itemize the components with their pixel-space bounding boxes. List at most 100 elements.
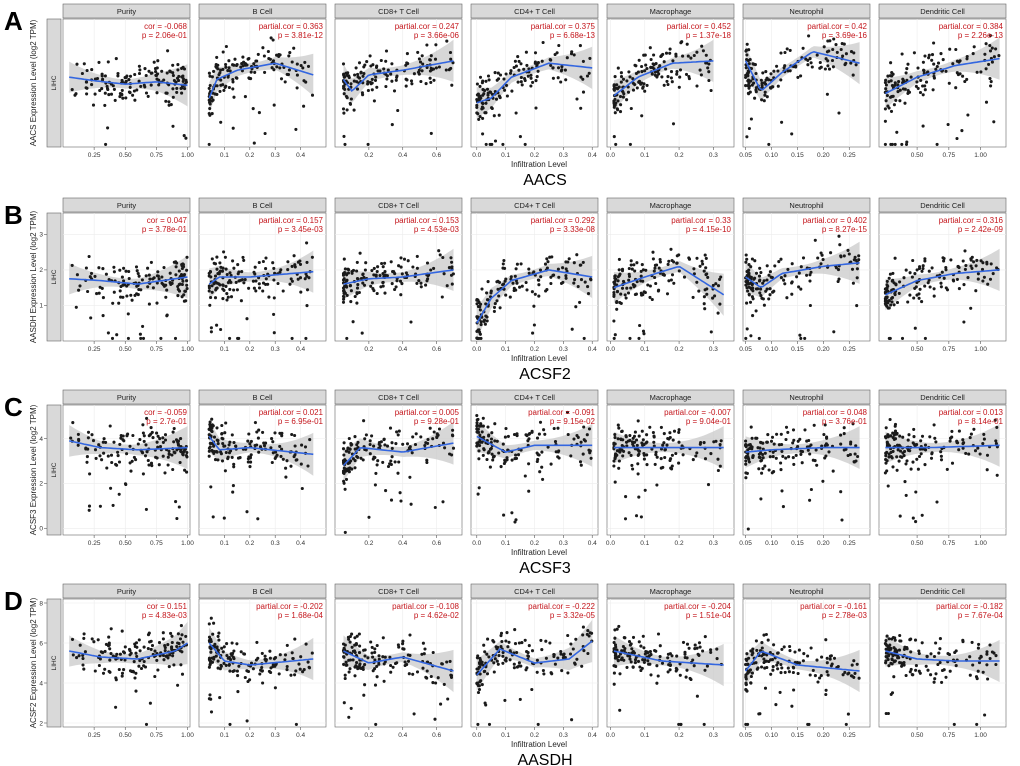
data-point [581, 77, 585, 81]
data-point [933, 436, 937, 440]
data-point [130, 298, 134, 302]
data-point [342, 453, 346, 457]
data-point [640, 441, 644, 445]
data-point [301, 66, 305, 70]
data-point [661, 52, 665, 56]
facet-title: CD4+ T Cell [514, 7, 555, 16]
data-point [799, 74, 803, 78]
data-point [307, 666, 312, 670]
data-point [416, 50, 420, 54]
data-point [71, 421, 75, 425]
data-point [81, 656, 85, 661]
data-point [976, 646, 980, 650]
data-point [954, 47, 958, 52]
data-point [681, 54, 685, 58]
data-point [821, 479, 825, 483]
data-point [479, 422, 483, 426]
data-point [588, 56, 592, 60]
data-point [638, 323, 642, 328]
data-point [450, 282, 454, 286]
data-point [294, 458, 298, 462]
data-point [211, 632, 215, 636]
data-point [349, 706, 353, 710]
data-point [908, 271, 912, 275]
data-point [759, 441, 763, 445]
data-point [475, 427, 479, 431]
data-point [780, 120, 784, 124]
data-point [839, 442, 843, 446]
data-point [492, 670, 496, 674]
data-point [678, 75, 682, 79]
data-point [982, 437, 986, 441]
data-point [232, 95, 236, 99]
data-point [391, 665, 395, 669]
data-point [704, 256, 708, 260]
y-axis-title: ACSF2 Expression Level (log2 TPM) [29, 597, 38, 728]
data-point [270, 460, 274, 465]
y-tick-label: 6 [39, 640, 43, 647]
data-point [957, 60, 961, 64]
data-point [510, 89, 514, 93]
data-point [612, 682, 616, 686]
data-point [941, 256, 945, 260]
x-tick-label: 0.2 [530, 732, 539, 739]
data-point [352, 108, 356, 112]
data-point [902, 661, 906, 665]
facet-strip [470, 197, 599, 213]
data-point [616, 108, 620, 112]
data-point [760, 665, 764, 669]
data-point [705, 272, 709, 276]
data-point [668, 652, 672, 656]
data-point [796, 671, 800, 676]
data-point [982, 432, 986, 436]
data-point [478, 680, 482, 684]
panel-b: B AASDH Expression Level (log2 TPM) 123LIH… [4, 197, 1007, 383]
data-point [890, 691, 895, 695]
data-point [908, 670, 912, 674]
data-point [396, 643, 400, 647]
data-point [904, 493, 908, 497]
data-point [476, 722, 480, 726]
data-point [115, 333, 119, 337]
data-point [842, 432, 846, 436]
data-point [976, 272, 980, 276]
data-point [884, 287, 888, 291]
facet-title: Macrophage [650, 201, 692, 210]
data-point [612, 280, 616, 284]
data-point [481, 102, 485, 106]
data-point [497, 113, 501, 117]
data-point [221, 441, 225, 446]
correlation-label: partial.cor = 0.42 [807, 22, 867, 31]
data-point [824, 692, 828, 697]
data-point [341, 300, 346, 304]
data-point [749, 281, 753, 285]
data-point [811, 458, 815, 462]
data-point [955, 136, 959, 141]
data-point [954, 664, 958, 668]
data-point [621, 77, 626, 81]
data-point [832, 37, 836, 41]
data-point [884, 454, 888, 458]
data-point [549, 281, 553, 286]
data-point [631, 467, 635, 471]
data-point [527, 489, 531, 493]
data-point [346, 271, 351, 275]
data-point [629, 259, 633, 263]
data-point [745, 471, 749, 475]
p-value-label: p = 2.26e-13 [958, 31, 1004, 40]
data-point [893, 81, 897, 85]
side-strip [46, 212, 62, 342]
data-point [853, 255, 857, 259]
data-point [210, 290, 214, 294]
data-point [756, 446, 760, 450]
data-point [787, 455, 791, 459]
data-point [836, 268, 841, 272]
data-point [208, 422, 212, 427]
data-point [362, 275, 366, 279]
data-point [932, 654, 937, 659]
data-point [343, 458, 347, 462]
data-point [141, 336, 146, 340]
confidence-band [476, 255, 593, 339]
data-point [612, 640, 616, 645]
